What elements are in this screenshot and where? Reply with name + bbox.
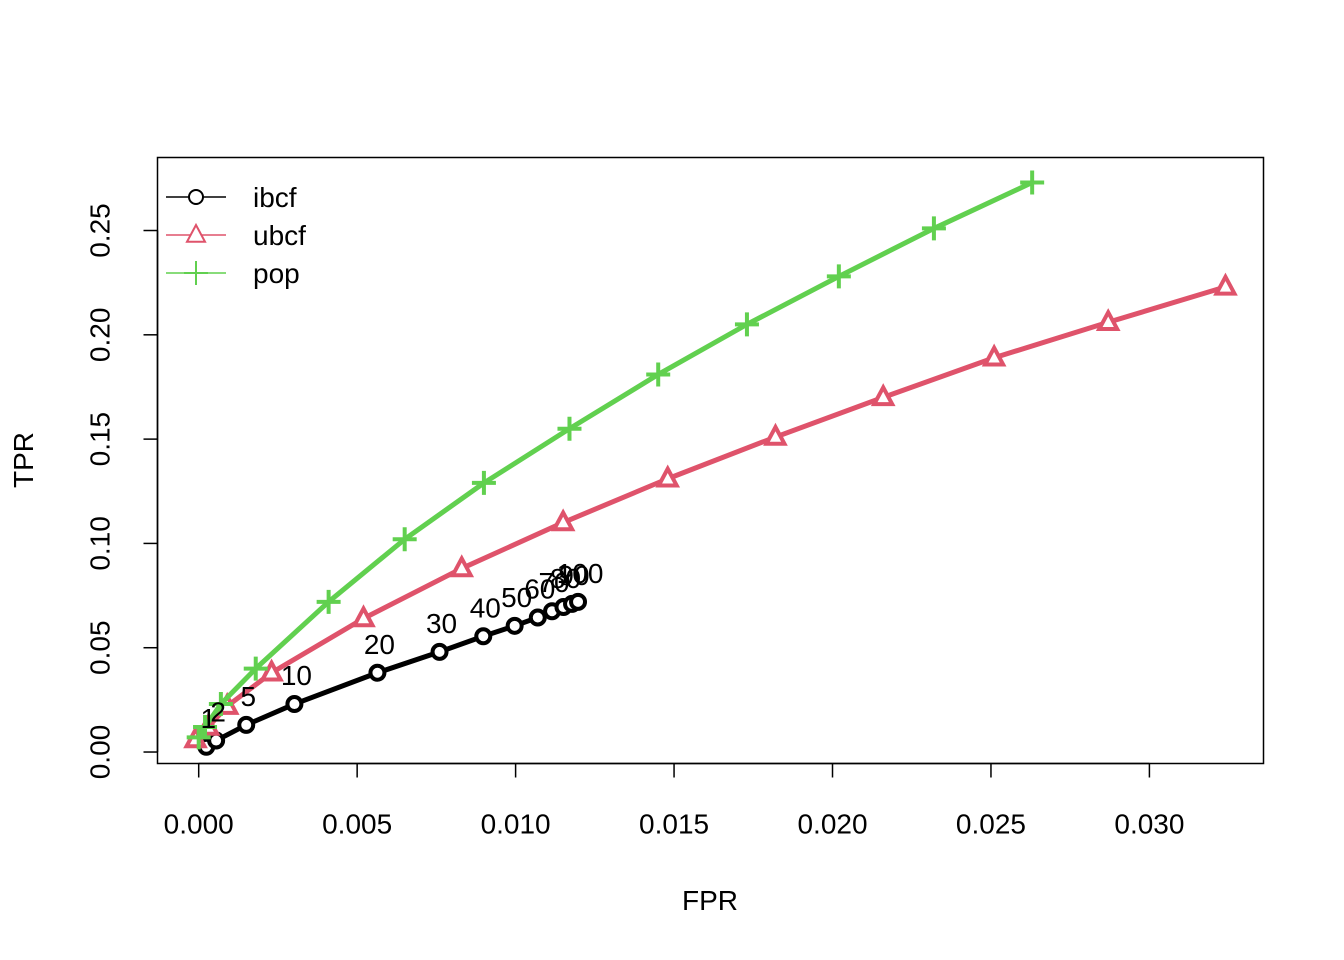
- point-label: 10: [281, 660, 312, 691]
- legend-marker: [184, 261, 208, 285]
- x-tick-label: 0.005: [322, 809, 392, 840]
- x-tick-label: 0.010: [481, 809, 551, 840]
- point-label: 40: [470, 592, 501, 623]
- data-point-pop: [471, 470, 496, 495]
- data-point-ubcf: [550, 508, 576, 532]
- data-point-ibcf: [474, 627, 493, 646]
- series-line-ubcf: [193, 284, 1227, 742]
- data-point-pop: [826, 264, 851, 289]
- data-point-ubcf: [655, 464, 681, 488]
- y-tick-label: 0.15: [85, 412, 116, 467]
- data-point-ibcf: [237, 715, 256, 734]
- legend-item-pop: pop: [166, 258, 300, 289]
- point-label: 2: [210, 697, 226, 728]
- data-point-ubcf: [449, 554, 475, 578]
- point-label: 100: [557, 558, 604, 589]
- data-point-ubcf: [870, 383, 896, 407]
- x-axis-label: FPR: [682, 885, 738, 916]
- data-point-pop: [193, 714, 218, 739]
- point-label: 60: [524, 573, 555, 604]
- point-label: 80: [550, 563, 581, 594]
- data-point-ubcf: [763, 422, 788, 446]
- point-label: 30: [426, 608, 457, 639]
- data-point-pop: [316, 589, 341, 614]
- point-label: 90: [558, 560, 589, 591]
- data-point-pop: [208, 692, 233, 717]
- point-label: 20: [364, 629, 395, 660]
- point-label: 1: [201, 703, 217, 734]
- y-tick-label: 0.20: [85, 308, 116, 363]
- legend-label: ibcf: [253, 182, 297, 213]
- y-tick-label: 0.00: [85, 725, 116, 780]
- x-axis: 0.000 0.005 0.010 0.015 0.020 0.025 0.030: [164, 762, 1184, 840]
- series-pop: [186, 170, 1045, 750]
- point-label: 50: [501, 582, 532, 613]
- data-point-ubcf: [981, 343, 1007, 367]
- data-point-ubcf: [351, 604, 376, 628]
- y-axis-label: TPR: [8, 432, 39, 488]
- data-point-ibcf: [528, 608, 547, 627]
- x-tick-label: 0.020: [797, 809, 867, 840]
- legend-marker: [185, 222, 207, 243]
- series-ubcf: [183, 272, 1238, 749]
- data-point-ubcf: [1095, 308, 1121, 332]
- point-label: 70: [538, 567, 569, 598]
- series-layer: [183, 170, 1238, 756]
- y-tick-label: 0.10: [85, 516, 116, 571]
- y-tick-label: 0.25: [85, 203, 116, 258]
- x-tick-label: 0.030: [1114, 809, 1184, 840]
- x-tick-label: 0.000: [164, 809, 234, 840]
- data-point-pop: [557, 416, 582, 441]
- data-point-pop: [243, 656, 268, 681]
- data-point-pop: [646, 362, 671, 387]
- legend: ibcf ubcf pop: [166, 182, 306, 289]
- data-point-ubcf: [1213, 272, 1238, 296]
- data-point-ibcf: [368, 663, 387, 682]
- data-point-pop: [734, 312, 759, 337]
- legend-item-ubcf: ubcf: [166, 220, 306, 251]
- y-axis: 0.00 0.05 0.10 0.15 0.20 0.25: [85, 203, 159, 780]
- point-label: 5: [240, 681, 256, 712]
- data-point-pop: [921, 216, 946, 241]
- data-point-pop: [1020, 170, 1045, 195]
- data-point-pop: [392, 527, 417, 552]
- legend-label: pop: [253, 258, 300, 289]
- legend-label: ubcf: [253, 220, 306, 251]
- data-point-ibcf: [285, 695, 304, 714]
- x-tick-label: 0.015: [639, 809, 709, 840]
- data-point-ibcf: [505, 616, 524, 635]
- legend-marker: [188, 189, 204, 205]
- series-line-pop: [196, 180, 1034, 739]
- legend-item-ibcf: ibcf: [166, 182, 297, 213]
- data-point-ubcf: [259, 658, 284, 682]
- data-point-ibcf: [430, 642, 449, 661]
- data-point-ibcf: [569, 592, 588, 611]
- y-tick-label: 0.05: [85, 620, 116, 675]
- x-tick-label: 0.025: [956, 809, 1026, 840]
